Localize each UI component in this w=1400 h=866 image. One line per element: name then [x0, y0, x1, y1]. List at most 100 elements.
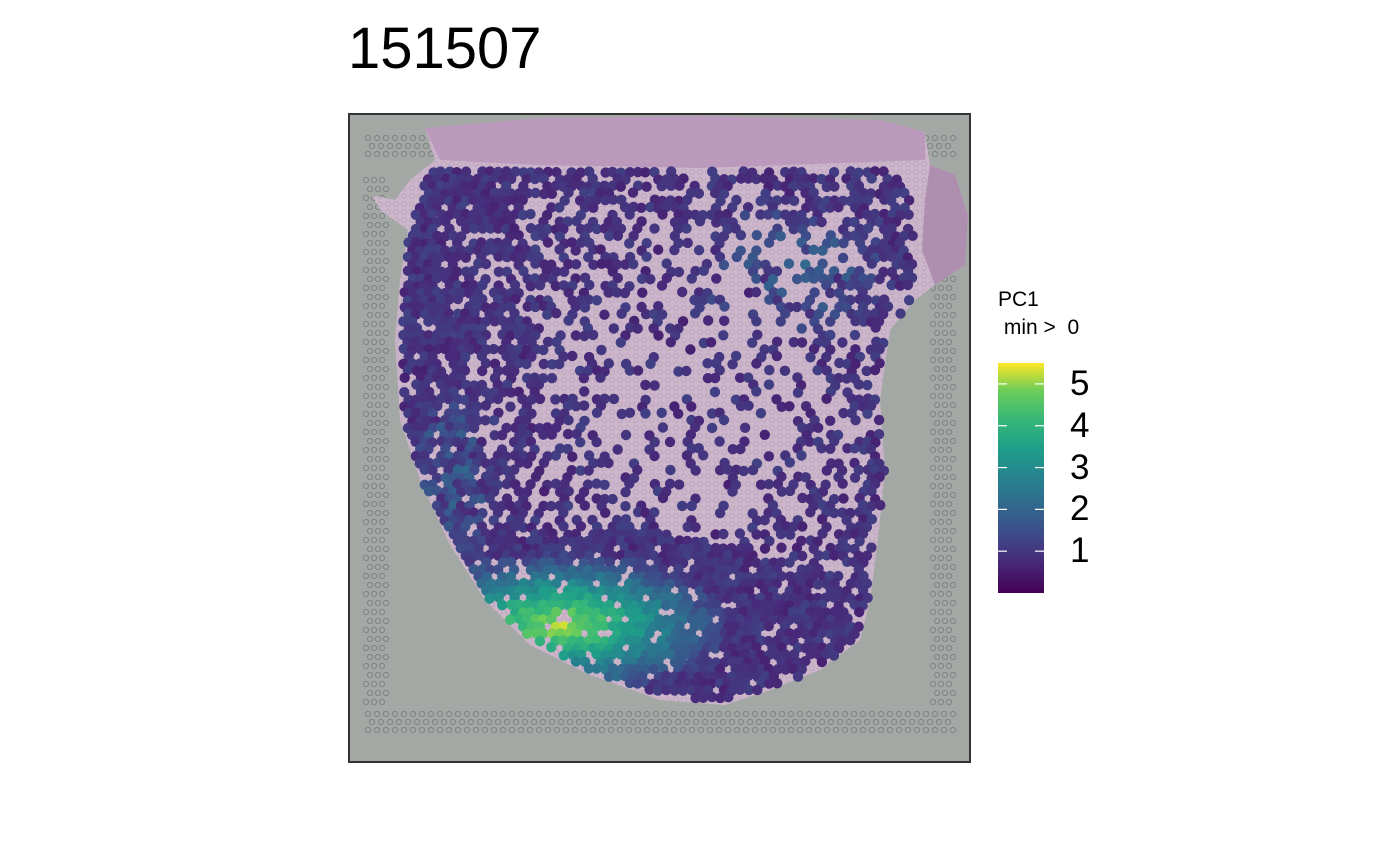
- fiducial-dot: [625, 710, 633, 718]
- fiducial-dot: [374, 455, 382, 463]
- fiducial-dot: [945, 338, 953, 346]
- spot-point: [752, 613, 763, 624]
- spot-point: [600, 194, 611, 206]
- fiducial-dot: [929, 518, 937, 526]
- fiducial-dot: [454, 710, 462, 718]
- spot-point: [780, 664, 791, 675]
- fiducial-dot: [362, 518, 370, 526]
- spot-point: [600, 507, 611, 518]
- spot-point: [791, 273, 803, 285]
- spot-point: [820, 649, 832, 660]
- fiducial-dot: [945, 626, 953, 634]
- spot-point: [899, 187, 910, 199]
- fiducial-dot: [366, 239, 374, 247]
- fiducial-dot: [362, 320, 370, 328]
- spot-point: [620, 487, 631, 498]
- spot-point: [411, 379, 422, 390]
- spot-point: [751, 386, 762, 397]
- spot-point: [575, 437, 586, 448]
- spot-point: [510, 521, 521, 532]
- spot-point: [866, 258, 877, 269]
- fiducial-dot: [670, 726, 678, 734]
- legend-tick-marks: [998, 383, 1044, 552]
- fiducial-dot: [593, 718, 601, 726]
- fiducial-dot: [382, 527, 390, 535]
- spot-point: [612, 272, 623, 284]
- spot-point: [727, 444, 738, 455]
- fiducial-dot: [374, 545, 382, 553]
- spot-point: [525, 208, 536, 220]
- fiducial-dot: [481, 710, 489, 718]
- spot-point: [530, 230, 541, 242]
- spot-point: [517, 422, 528, 433]
- fiducial-dot: [378, 662, 386, 670]
- spot-point: [583, 450, 595, 461]
- spot-point: [484, 593, 495, 604]
- fiducial-dot: [929, 338, 937, 346]
- spot-point: [607, 620, 618, 632]
- spot-point: [862, 223, 874, 234]
- fiducial-dot: [620, 718, 628, 726]
- spot-point: [735, 230, 747, 241]
- spot-point: [710, 187, 721, 199]
- fiducial-dot: [933, 527, 941, 535]
- spot-point: [575, 521, 587, 532]
- spot-point: [837, 478, 848, 489]
- fiducial-dot: [945, 392, 953, 400]
- fiducial-dot: [679, 726, 687, 734]
- spot-point: [734, 372, 746, 383]
- fiducial-dot: [370, 536, 378, 544]
- fiducial-dot: [374, 419, 382, 427]
- fiducial-dot: [476, 718, 484, 726]
- fiducial-dot: [395, 718, 403, 726]
- spot-point: [722, 593, 733, 604]
- spot-point: [551, 308, 562, 319]
- spot-point: [821, 550, 832, 561]
- fiducial-dot: [440, 718, 448, 726]
- tissue-right-lobe: [922, 165, 968, 285]
- fiducial-dot: [370, 464, 378, 472]
- fiducial-dot: [931, 710, 939, 718]
- fiducial-dot: [374, 581, 382, 589]
- fiducial-dot: [374, 293, 382, 301]
- spot-point: [751, 173, 762, 185]
- spot-point: [637, 287, 648, 298]
- fiducial-dot: [607, 710, 615, 718]
- fiducial-dot: [382, 635, 390, 643]
- spot-point: [862, 379, 873, 391]
- fiducial-dot: [697, 726, 705, 734]
- spot-point: [575, 465, 586, 476]
- fiducial-dot: [937, 572, 945, 580]
- spot-point: [825, 316, 836, 327]
- spot-point: [616, 564, 627, 575]
- fiducial-dot: [370, 374, 378, 382]
- spot-point: [477, 223, 488, 234]
- fiducial-dot: [571, 710, 579, 718]
- spot-point: [849, 472, 861, 483]
- spot-point: [451, 251, 462, 262]
- spot-point: [477, 166, 488, 177]
- spot-point: [817, 528, 828, 539]
- spot-point: [517, 209, 529, 221]
- fiducial-dot: [941, 635, 949, 643]
- spot-point: [776, 486, 787, 497]
- spot-point: [480, 358, 492, 369]
- spot-point: [517, 251, 528, 263]
- spot-point: [563, 287, 574, 298]
- spot-point: [734, 613, 745, 625]
- spot-point: [833, 202, 844, 213]
- fiducial-dot: [544, 726, 552, 734]
- spot-point: [726, 627, 737, 638]
- spot-point: [452, 464, 463, 475]
- spot-point: [722, 464, 733, 475]
- fiducial-dot: [499, 726, 507, 734]
- fiducial-dot: [945, 446, 953, 454]
- spot-point: [596, 457, 607, 468]
- spot-point: [816, 514, 828, 525]
- spot-point: [727, 486, 738, 497]
- spot-point: [591, 295, 603, 306]
- spot-point: [427, 194, 438, 205]
- fiducial-dot: [382, 491, 390, 499]
- spot-point: [838, 238, 849, 249]
- spot-point: [718, 330, 729, 341]
